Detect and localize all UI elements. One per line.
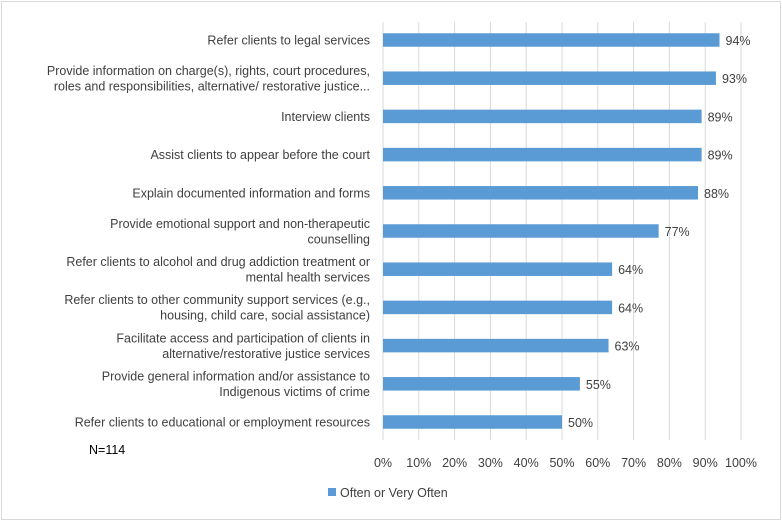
legend-label: Often or Very Often <box>340 486 448 500</box>
category-label: Provide information on charge(s), rights… <box>47 64 370 94</box>
category-label-line: Facilitate access and participation of c… <box>116 331 370 345</box>
category-label: Refer clients to legal services <box>207 34 370 48</box>
legend-swatch <box>328 488 336 496</box>
x-tick-label: 80% <box>657 456 682 470</box>
x-tick-label: 0% <box>374 456 392 470</box>
x-tick-label: 90% <box>693 456 718 470</box>
category-label: Provide general information and/or assis… <box>102 370 370 400</box>
category-label: Provide emotional support and non-therap… <box>110 217 370 247</box>
category-label-line: mental health services <box>246 270 370 284</box>
category-label: Refer clients to other community support… <box>64 293 370 323</box>
category-label-line: Provide emotional support and non-therap… <box>110 217 370 231</box>
category-label-line: alternative/restorative justice services <box>162 347 370 361</box>
bar <box>383 377 580 391</box>
data-label: 89% <box>708 110 733 124</box>
data-label: 64% <box>618 263 643 277</box>
data-label: 89% <box>708 149 733 163</box>
category-label-line: Provide information on charge(s), rights… <box>47 64 370 78</box>
bar <box>383 33 720 47</box>
x-axis-tick-labels: 0% 10% 20% 30% 40% 50% 60% 70% 80% 90% 100% <box>374 456 757 470</box>
category-label-line: counselling <box>307 232 370 246</box>
category-label-line: Indigenous victims of crime <box>219 385 370 399</box>
data-label: 77% <box>665 225 690 239</box>
data-label: 88% <box>704 187 729 201</box>
category-label-line: Refer clients to other community support… <box>64 293 370 307</box>
data-label: 50% <box>568 416 593 430</box>
data-label: 55% <box>586 378 611 392</box>
sample-size-note: N=114 <box>89 443 125 457</box>
bar <box>383 147 702 162</box>
bar <box>383 338 609 353</box>
category-label: Explain documented information and forms <box>132 186 370 200</box>
x-tick-label: 10% <box>406 456 431 470</box>
x-tick-label: 100% <box>725 456 757 470</box>
x-tick-label: 60% <box>585 456 610 470</box>
x-tick-label: 40% <box>514 456 539 470</box>
category-label-line: housing, child care, social assistance) <box>160 309 370 323</box>
category-label: Assist clients to appear before the cour… <box>150 148 370 162</box>
bar <box>383 109 702 124</box>
category-label: Interview clients <box>281 110 370 124</box>
x-tick-label: 50% <box>549 456 574 470</box>
category-labels: Refer clients to legal services Provide i… <box>47 34 371 430</box>
bar <box>383 300 613 315</box>
category-label-line: roles and responsibilities, alternative/… <box>54 79 370 93</box>
category-label: Refer clients to educational or employme… <box>75 416 370 430</box>
data-label: 93% <box>722 72 747 86</box>
bar <box>383 71 716 85</box>
bar <box>383 224 659 238</box>
gridlines <box>382 22 742 440</box>
category-label-line: Provide general information and/or assis… <box>102 370 370 384</box>
category-label-line: Explain documented information and forms <box>132 186 370 200</box>
bar <box>383 415 562 429</box>
data-label: 64% <box>618 301 643 315</box>
bar <box>383 262 613 276</box>
data-label: 63% <box>615 340 640 354</box>
category-label-line: Refer clients to legal services <box>207 34 370 48</box>
category-label-line: Refer clients to alcohol and drug addict… <box>66 255 370 269</box>
data-labels: 94% 93% 89% 89% 88% 77% 64% 64% 63% 55% 50% <box>568 34 751 430</box>
category-label-line: Assist clients to appear before the cour… <box>150 148 370 162</box>
category-label-line: Refer clients to educational or employme… <box>75 416 370 430</box>
legend: Often or Very Often <box>328 486 448 500</box>
data-label: 94% <box>726 34 751 48</box>
x-tick-label: 70% <box>621 456 646 470</box>
category-label: Facilitate access and participation of c… <box>116 331 370 361</box>
bars <box>383 33 720 429</box>
x-tick-label: 20% <box>442 456 467 470</box>
bar <box>383 186 699 200</box>
category-label-line: Interview clients <box>281 110 370 124</box>
x-tick-label: 30% <box>478 456 503 470</box>
category-label: Refer clients to alcohol and drug addict… <box>66 255 370 285</box>
